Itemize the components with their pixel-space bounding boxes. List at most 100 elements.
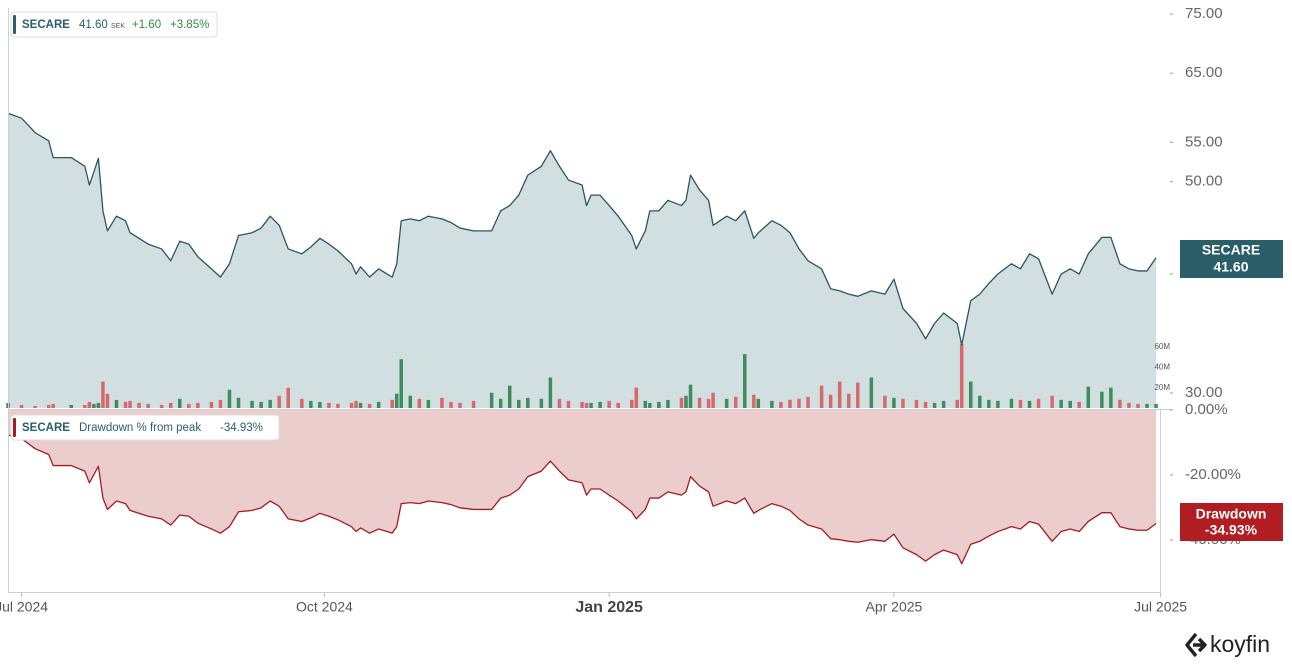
badge-name: Drawdown	[1196, 506, 1267, 522]
volume-bar	[426, 399, 431, 408]
volume-bar	[1009, 398, 1014, 408]
volume-bar	[1077, 401, 1081, 408]
y-tick-label: 30.00	[1185, 384, 1223, 401]
legend-swatch	[13, 418, 16, 437]
volume-bar	[679, 397, 684, 408]
volume-bar	[978, 395, 982, 408]
volume-bar	[1059, 399, 1063, 408]
volume-bar	[507, 385, 512, 408]
volume-bar	[923, 401, 928, 408]
volume-bar	[1068, 400, 1072, 408]
volume-bar	[354, 400, 358, 408]
volume-bar	[914, 399, 919, 408]
volume-bars	[6, 343, 1158, 408]
legend-swatch	[13, 15, 16, 34]
volume-bar	[526, 397, 530, 408]
volume-bar	[630, 399, 634, 408]
volume-bar	[123, 401, 128, 408]
y-tick-label: 0.00%	[1185, 401, 1228, 418]
volume-bar	[277, 395, 281, 408]
volume-bar	[969, 381, 973, 408]
y-tick-label: 55.00	[1185, 133, 1223, 150]
volume-bar	[19, 404, 24, 408]
volume-bar	[846, 393, 851, 408]
volume-bar	[1118, 399, 1122, 408]
legend-name: SECARE	[22, 19, 70, 31]
volume-bar	[227, 389, 232, 408]
volume-bar	[318, 401, 322, 408]
logo-icon	[1185, 632, 1207, 658]
y-tick-label: 50.00	[1185, 173, 1223, 190]
legend-last: -34.93%	[220, 422, 263, 434]
volume-bar	[996, 400, 1000, 408]
volume-bar	[159, 404, 164, 408]
volume-bar	[688, 384, 693, 408]
volume-bar	[394, 393, 399, 408]
volume-bar	[706, 398, 711, 408]
volume-bar	[756, 398, 761, 408]
legend-change: +1.60	[132, 19, 161, 31]
volume-bar	[471, 400, 476, 408]
volume-bar	[517, 399, 521, 408]
area	[8, 410, 1157, 564]
volume-bar	[648, 402, 652, 408]
volume-bar	[1018, 399, 1023, 408]
volume-bar	[286, 387, 290, 408]
volume-bar	[557, 398, 562, 408]
x-tick-label: Apr 2025	[866, 599, 923, 615]
badge-value: -34.93%	[1205, 522, 1258, 538]
volume-bar	[376, 401, 381, 408]
volume-bar	[87, 401, 92, 408]
legend-label: Drawdown % from peak	[79, 422, 201, 434]
volume-bar	[770, 400, 774, 408]
overlays: SECARE 41.60 SEK +1.60 +3.85% SECARE Dra…	[10, 11, 1283, 658]
volume-bar	[697, 397, 702, 408]
volume-bar	[1145, 403, 1149, 408]
volume-bar	[733, 396, 738, 408]
volume-bar	[69, 404, 74, 408]
volume-bar	[598, 401, 602, 408]
volume-bar	[309, 400, 313, 408]
volume-bar	[209, 401, 214, 408]
volume-bar	[498, 398, 503, 408]
volume-bar	[724, 398, 729, 408]
volume-bar	[300, 398, 304, 408]
volume-bar	[417, 398, 422, 408]
volume-bar	[440, 397, 444, 408]
volume-bar	[399, 359, 403, 408]
volume-bar	[548, 377, 553, 408]
volume-bar	[1050, 395, 1054, 408]
volume-bar	[580, 401, 584, 408]
legend-box	[10, 414, 280, 441]
volume-bar	[806, 396, 810, 408]
legend-last: 41.60	[79, 19, 108, 31]
volume-bar	[349, 402, 354, 408]
volume-bar	[105, 393, 110, 408]
legend-name: SECARE	[22, 422, 70, 434]
volume-bar	[1086, 386, 1091, 408]
line	[7, 434, 1157, 565]
volume-bar	[566, 400, 571, 408]
badge-name: SECARE	[1202, 242, 1260, 258]
line	[7, 112, 1157, 346]
volume-bar	[259, 401, 263, 408]
volume-bar	[1100, 391, 1104, 408]
volume-bar	[489, 392, 494, 408]
volume-bar	[869, 377, 874, 408]
volume-bar	[837, 381, 842, 408]
volume-bar	[752, 394, 756, 408]
volume-bar	[1136, 403, 1140, 408]
volume-bar	[684, 395, 688, 408]
legend-change-pct: +3.85%	[170, 19, 209, 31]
volume-tick-label: 40M	[1154, 362, 1170, 371]
volume-bar	[449, 401, 453, 408]
volume-bar	[236, 397, 241, 408]
volume-tick-label: 60M	[1154, 342, 1170, 351]
logo-stroke	[1193, 637, 1207, 653]
volume-bar	[218, 399, 223, 408]
brand: koyfin	[1210, 631, 1270, 657]
volume-bar	[178, 398, 182, 408]
volume-bar	[1027, 400, 1032, 408]
volume-bar	[883, 395, 887, 408]
volume-bar	[779, 401, 783, 408]
